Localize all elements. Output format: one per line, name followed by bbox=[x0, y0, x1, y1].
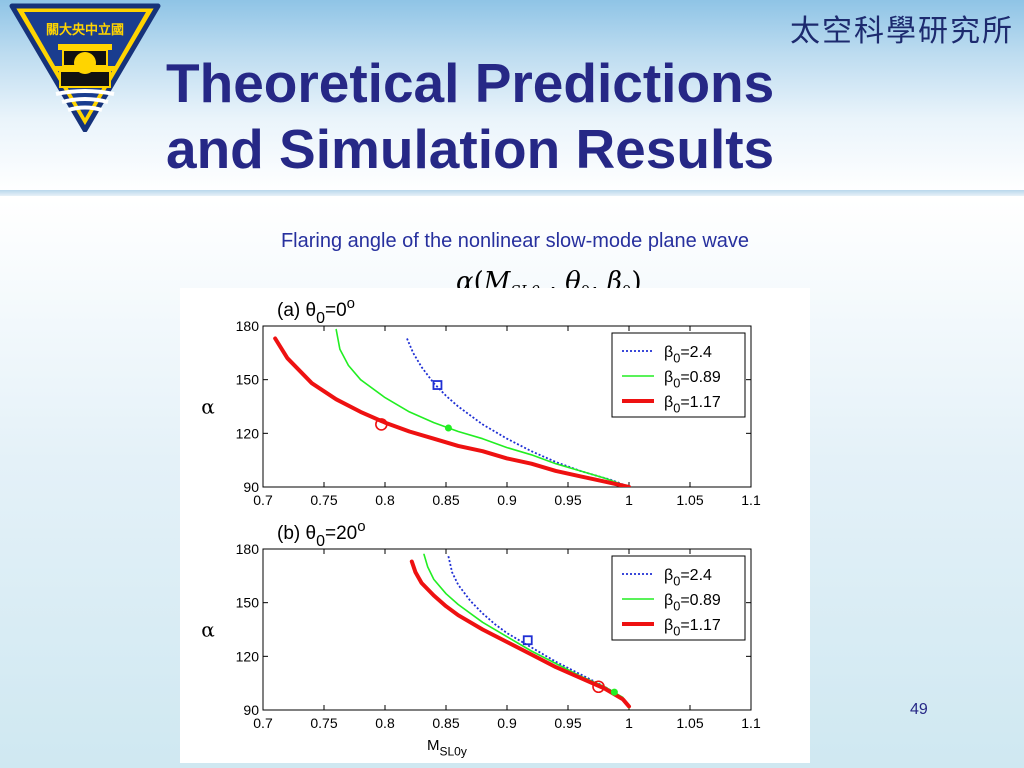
marker-dot bbox=[444, 424, 452, 432]
x-tick-label: 0.95 bbox=[554, 715, 581, 731]
legend: β0=2.4 β0=0.89 β0=1.17 bbox=[611, 332, 746, 418]
x-tick-label: 1 bbox=[625, 492, 633, 508]
header-band bbox=[0, 0, 1024, 192]
x-tick-label: 1.05 bbox=[676, 715, 703, 731]
header-divider bbox=[0, 190, 1024, 196]
y-tick-label: 90 bbox=[243, 702, 259, 718]
x-tick-label: 0.8 bbox=[375, 492, 395, 508]
chart-svg: (a) θ0=0o 0.7 0.75 0.8 0.85 0.9 0.95 1 1.05 1.1 90… bbox=[201, 295, 761, 758]
legend-label: β0=0.89 bbox=[664, 592, 721, 614]
series-line-2 bbox=[273, 336, 631, 487]
legend-label: β0=2.4 bbox=[664, 344, 712, 366]
series-line-2 bbox=[409, 559, 631, 709]
x-tick-label: 1.1 bbox=[741, 492, 761, 508]
legend-label: β0=1.17 bbox=[664, 617, 721, 639]
y-tick-label: 120 bbox=[236, 425, 260, 441]
marker-circle bbox=[375, 418, 388, 431]
legend: β0=2.4 β0=0.89 β0=1.17 bbox=[611, 555, 746, 641]
logo-text: 關大央中立國 bbox=[46, 22, 124, 38]
legend-label: β0=2.4 bbox=[664, 567, 712, 589]
slide-subtitle: Flaring angle of the nonlinear slow-mode… bbox=[280, 230, 750, 252]
x-tick-label: 0.7 bbox=[253, 492, 273, 508]
x-axis-label: MSL0y bbox=[427, 737, 467, 758]
slide-title: Theoretical Predictions and Simulation R… bbox=[166, 50, 926, 182]
chart-panel-b: (b) θ0=20o 0.7 0.75 0.8 0.85 0.9 0.95 1 1.05 1.1 9… bbox=[201, 518, 761, 758]
chart-figure: (a) θ0=0o 0.7 0.75 0.8 0.85 0.9 0.95 1 1.05 1.1 90… bbox=[180, 288, 810, 763]
x-tick-label: 0.9 bbox=[497, 715, 517, 731]
marker-square bbox=[522, 635, 533, 646]
x-tick-label: 0.85 bbox=[432, 492, 459, 508]
x-tick-label: 0.75 bbox=[310, 492, 337, 508]
x-tick-label: 0.7 bbox=[253, 715, 273, 731]
x-tick-label: 0.75 bbox=[310, 715, 337, 731]
university-emblem-logo: 關大央中立國 bbox=[9, 3, 161, 132]
y-tick-label: 150 bbox=[236, 595, 260, 611]
title-line-1: Theoretical Predictions bbox=[166, 52, 775, 114]
y-tick-label: 120 bbox=[236, 648, 260, 664]
series-line-1 bbox=[335, 328, 630, 487]
panel-title: (a) θ0=0o bbox=[277, 295, 355, 327]
x-tick-label: 0.8 bbox=[375, 715, 395, 731]
x-tick-label: 1.05 bbox=[676, 492, 703, 508]
x-tick-label: 0.95 bbox=[554, 492, 581, 508]
legend-label: β0=1.17 bbox=[664, 394, 721, 416]
y-tick-label: 180 bbox=[236, 541, 260, 557]
x-tick-label: 0.85 bbox=[432, 715, 459, 731]
y-tick-label: 150 bbox=[236, 372, 260, 388]
panel-title: (b) θ0=20o bbox=[277, 518, 366, 550]
legend-label: β0=0.89 bbox=[664, 369, 721, 391]
y-axis-label: α bbox=[201, 618, 215, 642]
marker-circle bbox=[592, 680, 605, 694]
title-line-2: and Simulation Results bbox=[166, 118, 775, 180]
chart-panel-a: (a) θ0=0o 0.7 0.75 0.8 0.85 0.9 0.95 1 1.05 1.1 90… bbox=[201, 295, 761, 508]
y-tick-label: 90 bbox=[243, 479, 259, 495]
marker-dot bbox=[610, 688, 618, 696]
x-tick-label: 0.9 bbox=[497, 492, 517, 508]
y-tick-label: 180 bbox=[236, 318, 260, 334]
institution-name: 太空科學研究所 bbox=[790, 14, 1014, 49]
x-tick-label: 1 bbox=[625, 715, 633, 731]
y-axis-label: α bbox=[201, 395, 215, 419]
x-tick-label: 1.1 bbox=[741, 715, 761, 731]
marker-square bbox=[432, 380, 443, 390]
page-number: 49 bbox=[910, 701, 928, 718]
